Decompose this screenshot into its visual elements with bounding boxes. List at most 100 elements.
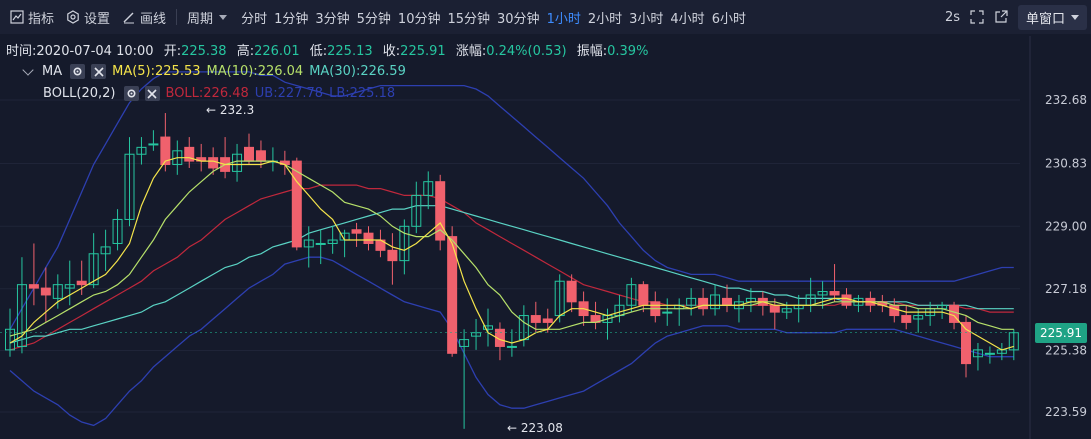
time-label: 时间:	[6, 44, 37, 59]
candle-body	[351, 229, 362, 234]
period-dropdown[interactable]: 周期	[187, 8, 228, 27]
boll-name: BOLL(20,2)	[43, 86, 116, 101]
candle-body	[913, 315, 924, 320]
high-value: 226.01	[254, 44, 300, 59]
candle-body	[28, 284, 39, 289]
popout-icon[interactable]	[994, 10, 1008, 24]
gear-icon[interactable]	[70, 64, 86, 79]
draw-line-button[interactable]: 画线	[122, 8, 166, 27]
amplitude-label: 振幅:	[576, 44, 608, 59]
candle-body	[315, 242, 326, 245]
close-icon[interactable]	[91, 64, 107, 79]
chart-toolbar: 指标 设置 画线 周期 分时 1分钟 3分钟 5分钟 10分钟 15分钟 30分钟 1小时 2小…	[0, 0, 1091, 34]
candle-body	[124, 153, 135, 220]
interval-tab-5[interactable]: 15分钟	[447, 11, 491, 27]
candle-body	[530, 315, 541, 323]
y-tick-label: 232.68	[1045, 93, 1087, 107]
indicators-button[interactable]: 指标	[10, 8, 54, 27]
settings-button[interactable]: 设置	[66, 8, 110, 27]
draw-line-label: 画线	[140, 11, 167, 27]
ma5-line	[9, 157, 1014, 351]
candle-body	[817, 291, 828, 296]
candle-body	[710, 294, 721, 310]
open-label: 开:	[163, 44, 182, 59]
ma30-value: MA(30):226.59	[309, 64, 406, 79]
interval-tab-9[interactable]: 3小时	[629, 11, 664, 27]
gear-icon	[67, 10, 79, 24]
candle-body	[494, 328, 505, 347]
low-label: 低:	[309, 44, 328, 59]
high-label: 高:	[236, 44, 255, 59]
candle-body	[722, 297, 732, 306]
min-price-annotation: ← 223.08	[507, 421, 563, 435]
pencil-icon	[123, 12, 135, 24]
gear-icon[interactable]	[123, 86, 139, 101]
current-price-tag: 225.91	[1035, 322, 1087, 343]
candle-body	[255, 150, 266, 162]
close-label: 收:	[382, 44, 401, 59]
interval-tab-0[interactable]: 分时	[241, 11, 268, 27]
interval-tab-1[interactable]: 1分钟	[274, 11, 309, 27]
y-tick-label: 223.59	[1045, 405, 1087, 419]
candle-body	[841, 294, 852, 306]
candle-body	[76, 280, 87, 286]
boll-mid-line	[9, 184, 1014, 351]
candle-body	[112, 218, 123, 244]
candle-body	[387, 249, 398, 262]
candle-body	[208, 157, 219, 169]
candle-body	[483, 325, 493, 330]
candle-body	[781, 308, 792, 313]
window-mode-label: 单窗口	[1025, 11, 1065, 27]
y-tick-label: 227.18	[1045, 282, 1087, 296]
candle-body	[698, 297, 709, 310]
interval-tab-10[interactable]: 4小时	[670, 11, 705, 27]
interval-tab-6[interactable]: 30分钟	[497, 11, 540, 27]
fullscreen-icon[interactable]	[970, 10, 984, 24]
candle-body	[64, 284, 75, 289]
ohlc-info: 时间:2020-07-04 10:00 开:225.38 高:226.01 低:…	[6, 40, 654, 59]
open-value: 225.38	[181, 44, 227, 59]
candle-body	[291, 160, 302, 248]
toolbar-divider	[176, 9, 178, 25]
max-price-value: 232.3	[219, 103, 255, 117]
candle-body	[160, 136, 171, 166]
candle-body	[769, 304, 780, 313]
close-icon[interactable]	[144, 86, 160, 101]
candle-body	[136, 146, 147, 155]
candle-body	[40, 287, 51, 296]
candle-body	[972, 349, 983, 358]
boll-lower-line	[9, 256, 1014, 427]
collapse-icon[interactable]	[22, 63, 34, 76]
candle-body	[16, 284, 27, 347]
ma-legend: MA MA(5):225.53 MA(10):226.04 MA(30):226…	[22, 63, 406, 79]
candle-body	[148, 143, 159, 146]
interval-tab-11[interactable]: 6小时	[711, 11, 746, 27]
interval-tab-7[interactable]: 1小时	[546, 11, 581, 27]
candle-body	[88, 253, 99, 286]
interval-tab-8[interactable]: 2小时	[587, 11, 623, 27]
interval-tab-4[interactable]: 10分钟	[397, 11, 441, 27]
window-mode-dropdown[interactable]: 单窗口	[1017, 4, 1087, 30]
ma5-value: MA(5):225.53	[112, 64, 201, 79]
candle-body	[5, 328, 15, 351]
candle-body	[901, 315, 912, 323]
low-value: 225.13	[327, 44, 373, 59]
candle-body	[686, 297, 697, 306]
refresh-interval[interactable]: 2s	[944, 9, 960, 25]
candle-body	[52, 284, 63, 299]
candle-body	[327, 239, 338, 244]
indicators-label: 指标	[28, 11, 55, 27]
max-price-annotation: ← 232.3	[206, 103, 255, 117]
candle-body	[399, 225, 410, 262]
candle-body	[829, 291, 840, 296]
candle-body	[435, 181, 446, 241]
candle-body	[411, 194, 422, 227]
indicator-chart-icon	[10, 10, 24, 24]
ub-value: UB:227.78	[254, 86, 324, 101]
candle-body	[889, 304, 900, 317]
boll-value: BOLL:226.48	[165, 86, 249, 101]
interval-tab-3[interactable]: 5分钟	[356, 11, 391, 27]
interval-tab-2[interactable]: 3分钟	[315, 11, 350, 27]
time-value: 2020-07-04 10:00	[36, 44, 154, 59]
